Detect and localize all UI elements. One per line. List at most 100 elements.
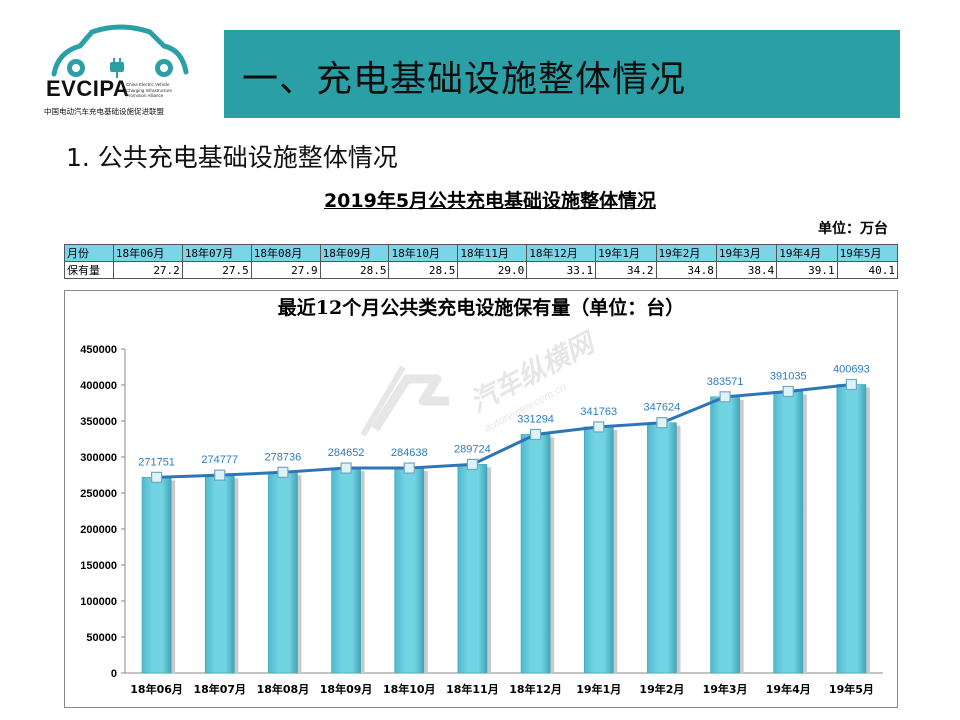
table-value-cell: 33.1 bbox=[526, 261, 597, 279]
x-tick-label: 19年1月 bbox=[576, 682, 621, 696]
line-marker bbox=[845, 378, 858, 391]
data-label: 347624 bbox=[644, 402, 681, 414]
y-tick-label: 150000 bbox=[80, 560, 117, 572]
y-tick-label: 450000 bbox=[80, 344, 117, 356]
table-value-cell: 27.2 bbox=[112, 261, 183, 279]
line-marker bbox=[214, 469, 226, 481]
chart-area: 0 50000 100000 150000 200000 250000 300000 3500… bbox=[64, 290, 898, 708]
chart-title: 最近12个月公共类充电设施保有量（单位：台） bbox=[277, 297, 685, 319]
bar bbox=[394, 467, 425, 674]
y-tick-label: 350000 bbox=[80, 416, 117, 428]
series-line bbox=[156, 383, 852, 479]
table-month-cell: 18年07月 bbox=[181, 244, 252, 262]
bar bbox=[647, 422, 677, 674]
line-marker bbox=[782, 385, 794, 398]
data-label: 341763 bbox=[580, 406, 617, 418]
table-value-cell: 29.0 bbox=[457, 261, 528, 279]
line-marker bbox=[593, 421, 605, 433]
line-marker bbox=[403, 462, 415, 474]
title-band: 一、充电基础设施整体情况 bbox=[224, 30, 900, 118]
bar bbox=[141, 477, 172, 674]
table-month-cell: 19年3月 bbox=[715, 244, 778, 262]
table-value-cell: 38.4 bbox=[715, 261, 778, 279]
line-marker bbox=[466, 458, 479, 470]
x-tick-label: 18年12月 bbox=[509, 682, 562, 696]
page-title: 一、充电基础设施整体情况 bbox=[242, 59, 687, 100]
line-marker bbox=[277, 466, 289, 478]
bar bbox=[331, 467, 361, 674]
data-label: 391035 bbox=[770, 370, 807, 382]
x-tick-label: 18年07月 bbox=[193, 682, 246, 696]
table-month-cell: 19年5月 bbox=[836, 244, 899, 262]
unit-label: 单位：万台 bbox=[818, 221, 888, 237]
x-tick-label: 18年08月 bbox=[257, 682, 310, 696]
table-value-cell: 40.1 bbox=[836, 261, 899, 279]
table-month-cell: 18年12月 bbox=[526, 244, 597, 262]
bar-line-chart: 0 50000 100000 150000 200000 250000 300000 3500… bbox=[80, 344, 883, 696]
table-value-cell: 28.5 bbox=[319, 261, 390, 279]
bar bbox=[204, 474, 235, 674]
line-marker bbox=[340, 462, 352, 474]
line-marker bbox=[656, 417, 668, 429]
line-marker bbox=[150, 471, 163, 483]
y-tick-label: 50000 bbox=[86, 632, 117, 644]
table-value-cell: 39.1 bbox=[776, 261, 838, 279]
logo-chinese-name: 中国电动汽车充电基础设施促进联盟 bbox=[44, 107, 164, 116]
table-month-cell: 18年10月 bbox=[388, 244, 459, 262]
x-tick-label: 18年09月 bbox=[320, 682, 373, 696]
y-tick-label: 100000 bbox=[80, 596, 117, 608]
table-value-cell: 27.9 bbox=[250, 261, 321, 279]
x-tick-label: 19年4月 bbox=[766, 682, 811, 696]
bar bbox=[268, 472, 298, 674]
x-tick-label: 18年06月 bbox=[130, 682, 183, 696]
data-table: 月份 18年06月 18年07月 18年08月 18年09月 18年10月 18… bbox=[64, 244, 899, 279]
data-label: 278736 bbox=[265, 451, 302, 463]
bar bbox=[520, 434, 551, 674]
data-label: 400693 bbox=[833, 364, 870, 376]
table-value-row: 保有量 27.2 27.5 27.9 28.5 28.5 29.0 33.1 3… bbox=[64, 261, 899, 279]
x-tick-label: 19年3月 bbox=[703, 682, 748, 696]
data-label: 284652 bbox=[328, 447, 365, 459]
table-month-cell: 18年08月 bbox=[250, 244, 321, 262]
logo-english-name: China Electric Vehicle Charging Infrastr… bbox=[126, 82, 173, 98]
y-tick-label: 250000 bbox=[80, 488, 117, 500]
table-month-cell: 18年11月 bbox=[457, 244, 528, 262]
y-tick-label: 400000 bbox=[80, 380, 117, 392]
data-label: 331294 bbox=[517, 413, 554, 425]
x-tick-label: 19年5月 bbox=[829, 682, 874, 696]
bar bbox=[836, 384, 867, 674]
y-tick-label: 0 bbox=[111, 668, 117, 680]
table-month-cell: 18年09月 bbox=[319, 244, 390, 262]
table-header-row: 月份 18年06月 18年07月 18年08月 18年09月 18年10月 18… bbox=[64, 244, 899, 262]
table-value-cell: 34.2 bbox=[595, 261, 657, 279]
data-label: 383571 bbox=[707, 376, 744, 388]
table-row-header: 保有量 bbox=[64, 261, 114, 279]
line-marker bbox=[529, 428, 542, 441]
table-month-cell: 18年06月 bbox=[112, 244, 183, 262]
logo-wordmark: EVCIPA bbox=[46, 76, 130, 101]
bar bbox=[710, 396, 740, 674]
y-tick-label: 300000 bbox=[80, 452, 117, 464]
car-plug-logo-icon bbox=[51, 24, 189, 78]
data-label: 289724 bbox=[454, 443, 491, 455]
table-value-cell: 34.8 bbox=[655, 261, 717, 279]
table-month-cell: 19年1月 bbox=[595, 244, 657, 262]
table-month-cell: 19年2月 bbox=[655, 244, 717, 262]
table-value-cell: 28.5 bbox=[388, 261, 459, 279]
bar bbox=[583, 426, 614, 674]
y-tick-label: 200000 bbox=[80, 524, 117, 536]
table-value-cell: 27.5 bbox=[181, 261, 252, 279]
data-label: 271751 bbox=[138, 456, 175, 468]
data-label: 274777 bbox=[201, 454, 238, 466]
bar bbox=[773, 391, 804, 674]
table-month-cell: 19年4月 bbox=[776, 244, 838, 262]
bar bbox=[457, 464, 488, 674]
x-tick-label: 18年11月 bbox=[446, 682, 499, 696]
data-label: 284638 bbox=[391, 447, 428, 459]
table-title: 2019年5月公共充电基础设施整体情况 bbox=[323, 190, 657, 212]
evcipa-logo: EVCIPA China Electric Vehicle Charging I… bbox=[40, 24, 200, 124]
x-tick-label: 18年10月 bbox=[383, 682, 436, 696]
watermark-logo: 汽车纵横网 autoreview.com.cn bbox=[360, 326, 602, 437]
line-marker bbox=[719, 391, 731, 403]
x-tick-label: 19年2月 bbox=[639, 682, 684, 696]
